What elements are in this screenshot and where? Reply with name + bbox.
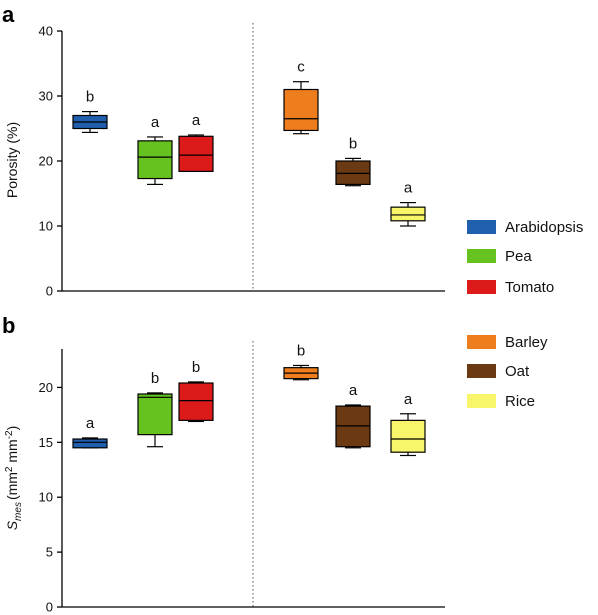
legend-label-oat: Oat (505, 363, 530, 380)
y-axis-title-b-unit-suffix: ) (4, 426, 20, 431)
legend-swatch-rice (467, 394, 496, 408)
box-barley: c (283, 59, 319, 135)
panel-label-a: a (2, 2, 15, 27)
y-tick-label: 10 (39, 219, 53, 234)
box-barley: b (283, 342, 319, 381)
y-tick-label: 0 (46, 600, 53, 615)
significance-label-rice: a (404, 180, 413, 197)
y-axis-title-b-sup1: 2 (4, 466, 15, 472)
legend-label-barley: Barley (505, 334, 548, 351)
legend-swatch-pea (467, 249, 496, 263)
box-iqr-tomato (178, 382, 214, 421)
box-iqr-rice (390, 419, 426, 453)
box-iqr-arabidopsis (72, 438, 108, 449)
y-axis-title-a: Porosity (%) (4, 122, 20, 198)
significance-label-arabidopsis: b (86, 89, 94, 106)
box-rice: a (390, 391, 426, 457)
legend-label-pea: Pea (505, 248, 532, 265)
significance-label-pea: a (151, 114, 160, 131)
box-tomato: a (178, 112, 214, 173)
y-tick-label: 5 (46, 545, 53, 560)
significance-label-pea: b (151, 370, 159, 387)
y-axis-title-b-sup2: -2 (4, 430, 15, 439)
significance-label-oat: a (349, 382, 358, 399)
y-tick-label: 10 (39, 490, 53, 505)
y-axis-title-b-main: S (4, 520, 20, 530)
y-tick-label: 15 (39, 435, 53, 450)
significance-label-rice: a (404, 391, 413, 408)
significance-label-oat: b (349, 135, 357, 152)
significance-label-tomato: b (192, 359, 200, 376)
significance-label-barley: c (297, 59, 305, 76)
box-oat: b (335, 135, 371, 187)
box-iqr-rice (390, 206, 426, 222)
significance-label-arabidopsis: a (86, 415, 95, 432)
box-iqr-tomato (178, 135, 214, 173)
box-tomato: b (178, 359, 214, 423)
box-iqr-oat (335, 160, 371, 185)
box-pea: b (137, 370, 173, 448)
y-tick-label: 0 (46, 284, 53, 299)
panel-label-b: b (2, 313, 15, 338)
legend-label-tomato: Tomato (505, 279, 554, 296)
legend: Arabidopsis Pea Tomato Barley Oat Rice (467, 219, 583, 410)
significance-label-tomato: a (192, 112, 201, 129)
box-iqr-pea (137, 140, 173, 180)
y-axis-title-b-unit-mid: mm (4, 439, 20, 466)
box-iqr-pea (137, 393, 173, 436)
panel-b-plot: 0 5 10 15 20 a b b b a a (39, 341, 445, 615)
y-axis-title-b-sub: mes (13, 502, 24, 521)
y-tick-label: 30 (39, 89, 53, 104)
box-oat: a (335, 382, 371, 449)
panel-a-plot: 0 10 20 30 40 b a a c b a (39, 23, 445, 299)
y-tick-label: 40 (39, 24, 53, 39)
y-axis-title-b: Smes (mm2 mm-2) (4, 426, 24, 531)
box-rice: a (390, 180, 426, 227)
y-tick-label: 20 (39, 154, 53, 169)
legend-label-arabidopsis: Arabidopsis (505, 219, 583, 236)
legend-label-rice: Rice (505, 393, 535, 410)
legend-swatch-tomato (467, 280, 496, 294)
y-axis-title-b-unit-prefix: (mm (4, 472, 20, 500)
box-iqr-barley (283, 88, 319, 132)
box-arabidopsis: b (72, 89, 108, 133)
box-arabidopsis: a (72, 415, 108, 449)
y-tick-label: 20 (39, 380, 53, 395)
legend-swatch-oat (467, 364, 496, 378)
legend-swatch-arabidopsis (467, 220, 496, 234)
significance-label-barley: b (297, 342, 305, 359)
legend-swatch-barley (467, 335, 496, 349)
box-pea: a (137, 114, 173, 185)
